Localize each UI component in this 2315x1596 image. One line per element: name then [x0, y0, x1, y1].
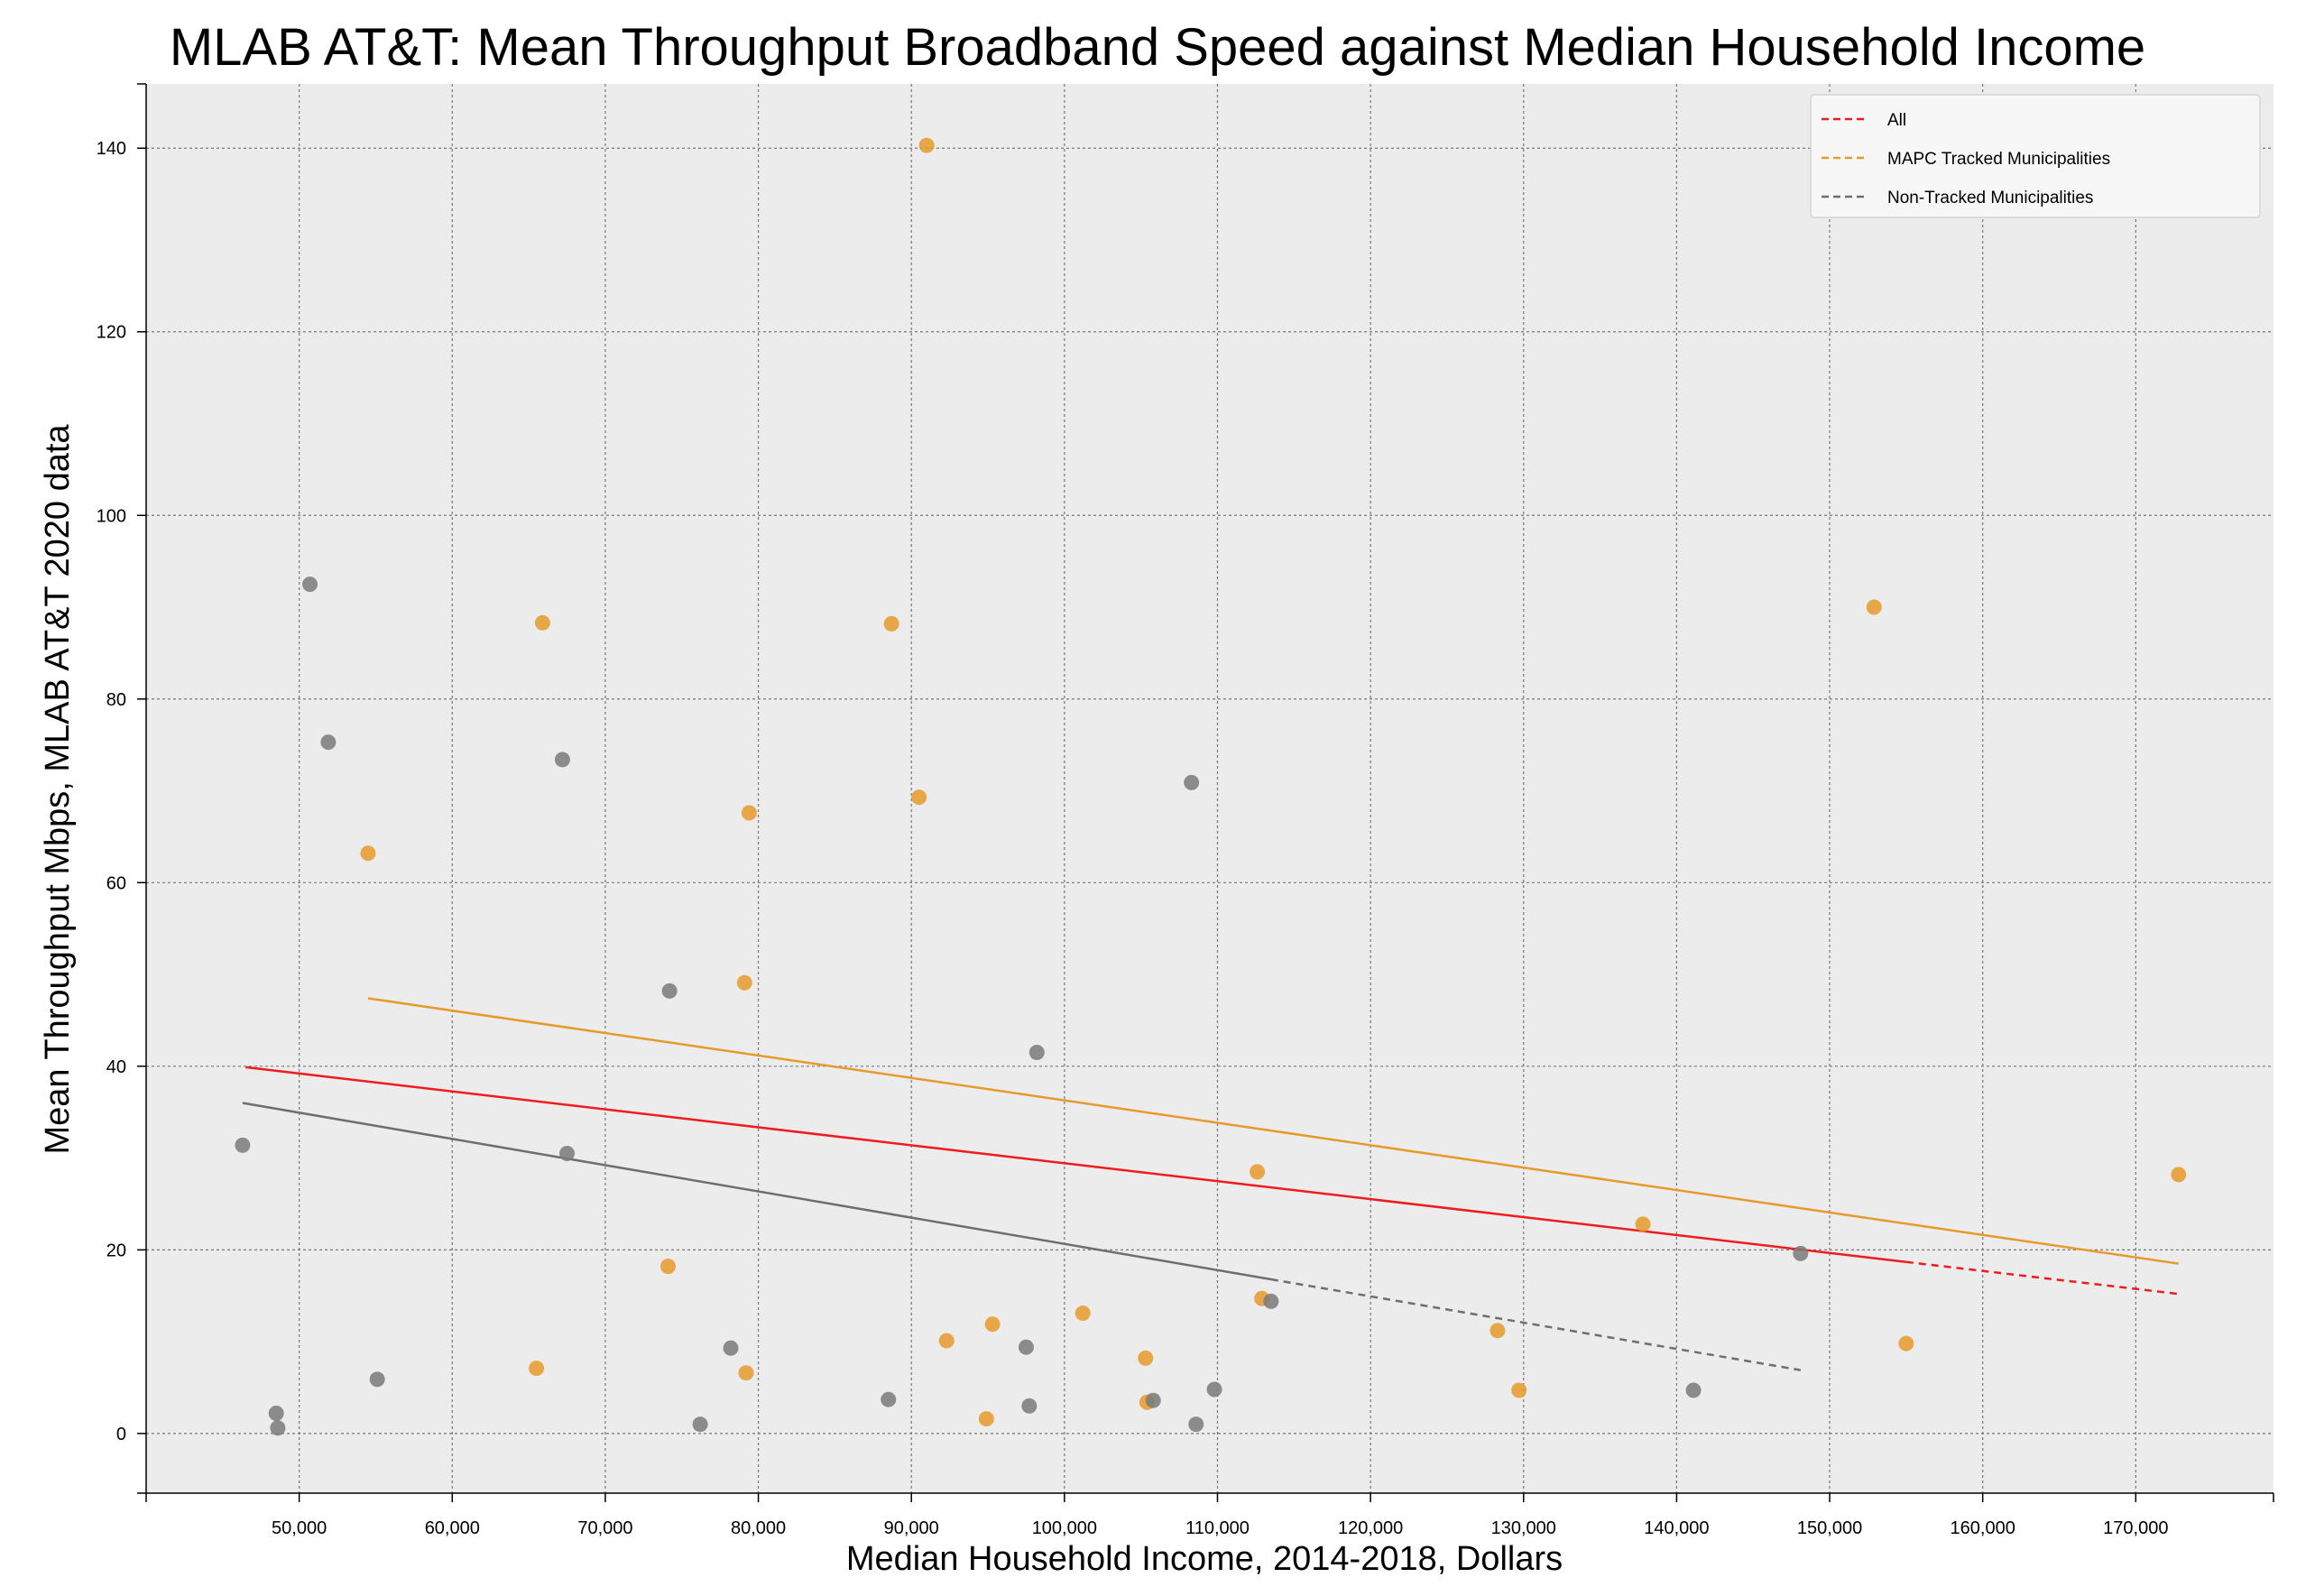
data-point [1184, 774, 1200, 790]
x-tick-label: 50,000 [272, 1518, 327, 1538]
data-point [1898, 1335, 1914, 1352]
legend-label: Non-Tracked Municipalities [1887, 189, 2093, 208]
trend-line-dashed [1270, 1278, 1802, 1371]
data-point [723, 1340, 739, 1356]
data-point [1074, 1305, 1091, 1322]
chart-title: MLAB AT&T: Mean Throughput Broadband Spe… [170, 18, 2145, 77]
data-point [1145, 1392, 1161, 1408]
data-point [1511, 1382, 1527, 1398]
x-tick-label: 150,000 [1797, 1518, 1862, 1538]
trend-line-solid [245, 1066, 1907, 1264]
x-tick-label: 130,000 [1491, 1518, 1556, 1538]
data-point [1685, 1382, 1702, 1398]
data-point [1866, 599, 1882, 615]
data-point [661, 983, 678, 999]
data-point [554, 752, 570, 768]
data-point [559, 1145, 576, 1161]
data-point [268, 1405, 284, 1421]
data-point [881, 1391, 897, 1407]
x-tick-label: 120,000 [1338, 1518, 1403, 1538]
data-point [738, 1365, 754, 1381]
x-tick-label: 160,000 [1951, 1518, 2015, 1538]
data-point [270, 1420, 286, 1436]
data-point [1188, 1416, 1204, 1433]
data-point [918, 137, 935, 153]
x-axis-label: Median Household Income, 2014-2018, Doll… [846, 1540, 1563, 1578]
data-point [692, 1416, 708, 1433]
legend-label: MAPC Tracked Municipalities [1887, 150, 2110, 169]
x-tick-label: 110,000 [1185, 1518, 1250, 1538]
data-point [911, 789, 927, 806]
y-axis-label: Mean Throughput Mbps, MLAB AT&T 2020 dat… [39, 424, 77, 1155]
data-point [302, 577, 318, 593]
trend-line-dashed [1905, 1260, 2179, 1296]
data-point [369, 1371, 385, 1388]
data-point [360, 845, 376, 862]
x-tick-label: 90,000 [884, 1518, 939, 1538]
data-point [1206, 1381, 1222, 1398]
data-point [978, 1411, 994, 1427]
y-tick-label: 40 [106, 1057, 126, 1077]
data-point [529, 1361, 545, 1377]
y-tick-label: 100 [97, 506, 126, 526]
trend-line-solid [242, 1102, 1272, 1281]
y-tick-label: 0 [116, 1425, 126, 1444]
data-point [741, 805, 757, 821]
data-point [1138, 1350, 1154, 1366]
y-tick-label: 20 [106, 1241, 126, 1260]
x-tick-label: 70,000 [577, 1518, 632, 1538]
data-point [736, 974, 752, 991]
data-point [1490, 1323, 1506, 1339]
trend-lines [242, 997, 2180, 1371]
legend: All MAPC Tracked Municipalities Non-Tracke… [1810, 94, 2261, 218]
axes: 50,000 60,000 70,000 80,000 90,000 100,000 110… [97, 83, 2274, 1538]
x-tick-label: 80,000 [731, 1518, 786, 1538]
data-point [2171, 1167, 2187, 1183]
data-point [883, 615, 899, 632]
x-tick-label: 170,000 [2103, 1518, 2168, 1538]
data-point [1250, 1164, 1266, 1180]
trend-line-solid [367, 997, 2180, 1265]
data-point [659, 1259, 676, 1275]
data-point [1028, 1045, 1045, 1061]
data-point [1263, 1293, 1279, 1309]
legend-box [1810, 94, 2261, 218]
data-point [235, 1137, 251, 1153]
y-tick-label: 120 [97, 323, 126, 343]
data-point [1635, 1216, 1651, 1232]
y-tick-label: 60 [106, 873, 126, 893]
data-points [235, 137, 2187, 1436]
data-point [1021, 1398, 1038, 1414]
data-point [534, 614, 550, 631]
plot-area [146, 84, 2273, 1493]
data-point [1018, 1339, 1034, 1355]
data-point [1793, 1245, 1809, 1261]
x-tick-label: 140,000 [1644, 1518, 1709, 1538]
legend-label: All [1887, 111, 1906, 130]
x-tick-label: 100,000 [1032, 1518, 1097, 1538]
data-point [984, 1316, 1001, 1333]
x-tick-label: 60,000 [425, 1518, 480, 1538]
y-tick-label: 80 [106, 690, 126, 710]
data-point [938, 1333, 955, 1349]
data-point [320, 734, 337, 751]
y-tick-label: 140 [97, 139, 126, 159]
